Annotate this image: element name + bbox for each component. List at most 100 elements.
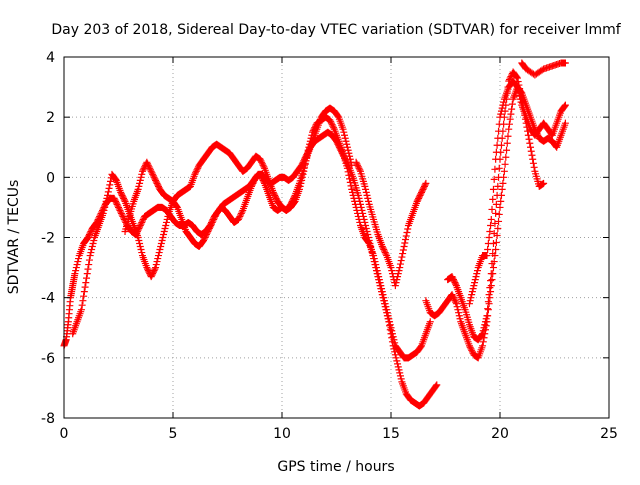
data-point <box>89 240 97 248</box>
data-point <box>471 279 479 287</box>
data-point <box>387 324 395 332</box>
data-point <box>449 276 457 284</box>
data-point <box>489 185 497 193</box>
data-point <box>364 197 372 205</box>
data-point <box>393 276 401 284</box>
data-point <box>540 179 548 187</box>
data-point <box>353 160 361 168</box>
data-point <box>329 122 337 130</box>
data-point <box>529 159 537 167</box>
data-point <box>500 167 508 175</box>
data-point <box>348 185 356 193</box>
chart-title: Day 203 of 2018, Sidereal Day-to-day VTE… <box>51 22 621 38</box>
data-point <box>494 134 502 142</box>
data-point <box>364 194 372 202</box>
data-point <box>349 191 357 199</box>
data-point <box>149 270 157 278</box>
data-point <box>450 295 458 303</box>
data-point <box>287 199 295 207</box>
data-point <box>363 191 371 199</box>
data-point <box>417 190 425 198</box>
data-point <box>399 246 407 254</box>
data-point <box>351 200 359 208</box>
data-point <box>209 217 217 225</box>
x-tick-label: 10 <box>273 426 291 442</box>
data-point <box>111 196 119 204</box>
data-point <box>101 200 109 208</box>
data-point <box>115 205 123 213</box>
data-point <box>493 141 501 149</box>
data-point <box>112 199 120 207</box>
data-point <box>117 188 125 196</box>
data-point <box>328 121 336 129</box>
data-point <box>413 197 421 205</box>
data-layer <box>60 59 569 410</box>
data-point <box>387 264 395 272</box>
data-point <box>134 185 142 193</box>
data-point <box>340 131 348 139</box>
data-point <box>137 173 145 181</box>
data-point <box>372 264 380 272</box>
data-point <box>491 219 499 227</box>
data-point <box>514 86 522 94</box>
data-point <box>493 191 501 199</box>
data-point <box>507 110 515 118</box>
data-point <box>503 146 511 154</box>
data-point <box>344 146 352 154</box>
data-point <box>394 363 402 371</box>
data-point <box>200 235 208 243</box>
data-point <box>153 258 161 266</box>
data-point <box>479 330 487 338</box>
data-point <box>236 212 244 220</box>
data-point <box>397 257 405 265</box>
data-point <box>415 193 423 201</box>
data-point <box>394 270 402 278</box>
data-point <box>513 82 521 90</box>
data-point <box>508 105 516 113</box>
data-point <box>85 256 93 264</box>
data-point <box>149 268 157 276</box>
data-point <box>334 112 342 120</box>
data-point <box>330 124 338 132</box>
data-point <box>486 227 494 235</box>
data-point <box>418 187 426 195</box>
data-point <box>137 220 145 228</box>
data-point <box>256 170 264 178</box>
data-point <box>396 369 404 377</box>
data-point <box>88 243 96 251</box>
data-point <box>414 196 422 204</box>
data-point <box>134 234 142 241</box>
data-point <box>391 351 399 359</box>
data-point <box>561 102 569 110</box>
data-point <box>400 243 408 251</box>
data-point <box>528 151 536 159</box>
data-point <box>160 230 168 238</box>
data-point <box>489 264 497 272</box>
data-point <box>530 163 538 171</box>
data-point <box>152 176 160 184</box>
data-point <box>113 200 121 208</box>
data-point <box>351 197 359 205</box>
data-point <box>496 113 504 121</box>
data-point <box>490 229 498 237</box>
data-point <box>489 250 497 258</box>
data-point <box>73 261 81 269</box>
data-point <box>136 243 144 251</box>
data-point <box>237 211 245 219</box>
data-point <box>401 239 409 247</box>
data-point <box>136 179 144 187</box>
data-point <box>396 260 404 268</box>
data-point <box>356 218 364 226</box>
data-point <box>135 237 143 245</box>
data-point <box>472 273 480 281</box>
data-point <box>119 193 127 201</box>
data-point <box>456 315 464 323</box>
data-point <box>391 339 399 347</box>
data-point <box>154 181 162 189</box>
data-point <box>481 318 489 326</box>
data-point <box>138 167 146 175</box>
data-point <box>347 182 355 190</box>
data-point <box>487 215 495 223</box>
data-point <box>515 89 523 97</box>
data-point <box>107 177 115 185</box>
